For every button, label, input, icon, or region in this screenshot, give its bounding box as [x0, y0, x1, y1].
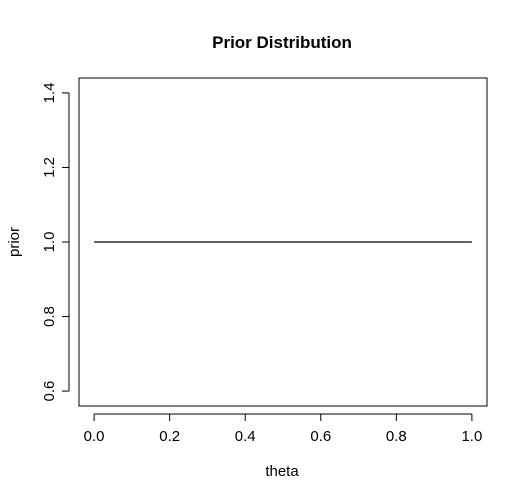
- y-tick-label: 0.8: [41, 306, 58, 327]
- y-tick-label: 1.2: [41, 157, 58, 178]
- x-tick-label: 1.0: [461, 428, 482, 445]
- y-axis: 0.6 0.8 1.0 1.2 1.4: [41, 82, 70, 402]
- y-axis-label: prior: [6, 227, 23, 257]
- x-axis-label: theta: [265, 463, 299, 480]
- y-tick-label: 1.4: [41, 82, 58, 103]
- plot-frame: [78, 77, 488, 407]
- x-axis: 0.0 0.2 0.4 0.6 0.8 1.0: [84, 413, 482, 445]
- x-tick-label: 0.4: [235, 428, 256, 445]
- x-tick-label: 0.0: [84, 428, 105, 445]
- x-tick-label: 0.2: [159, 428, 180, 445]
- y-tick-label: 0.6: [41, 381, 58, 402]
- x-tick-label: 0.8: [386, 428, 407, 445]
- chart-title: Prior Distribution: [212, 33, 352, 52]
- x-tick-label: 0.6: [310, 428, 331, 445]
- y-tick-label: 1.0: [41, 232, 58, 253]
